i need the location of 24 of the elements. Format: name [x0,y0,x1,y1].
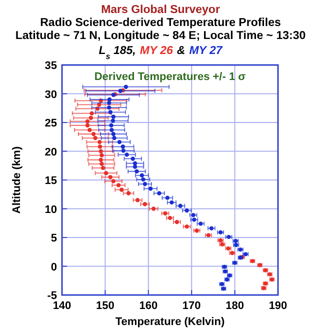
x-tick-label: 180 [226,300,244,312]
text: MY 27 [189,45,223,57]
y-tick-label: 30 [44,88,57,101]
y-tick-label: -5 [47,290,57,302]
chart-subtitle: Radio Science-derived Temperature Profiles Latitude ~ 71 N, Longitude ~ 84 E; Local Time ~ 13:30 [15,17,306,42]
x-tick-label: 160 [139,300,158,312]
y-tick-label: 0 [50,261,57,274]
x-tick-label: 140 [52,300,72,312]
text: MY 26 [140,45,174,57]
y-tick-label: 25 [44,118,57,130]
x-tick-label: 170 [182,300,201,312]
y-tick-label: 35 [44,60,57,72]
x-axis-title: Temperature (Kelvin) [115,316,225,328]
y-axis-title: Altitude (km) [11,146,23,214]
x-tick-label: 190 [268,300,288,312]
x-tick-label: 150 [96,300,114,312]
legend-title: L$_{s}$ 185, [98,45,136,60]
y-tick-label: 20 [44,146,57,158]
y-tick-label: 10 [44,204,57,216]
y-tick-label: 15 [44,175,57,187]
text: & [176,45,186,57]
y-tick-label: 5 [50,232,57,244]
chart-title: Mars Global Surveyor [101,4,220,16]
annotation: Derived Temperatures +/- 1 σ [94,71,246,83]
